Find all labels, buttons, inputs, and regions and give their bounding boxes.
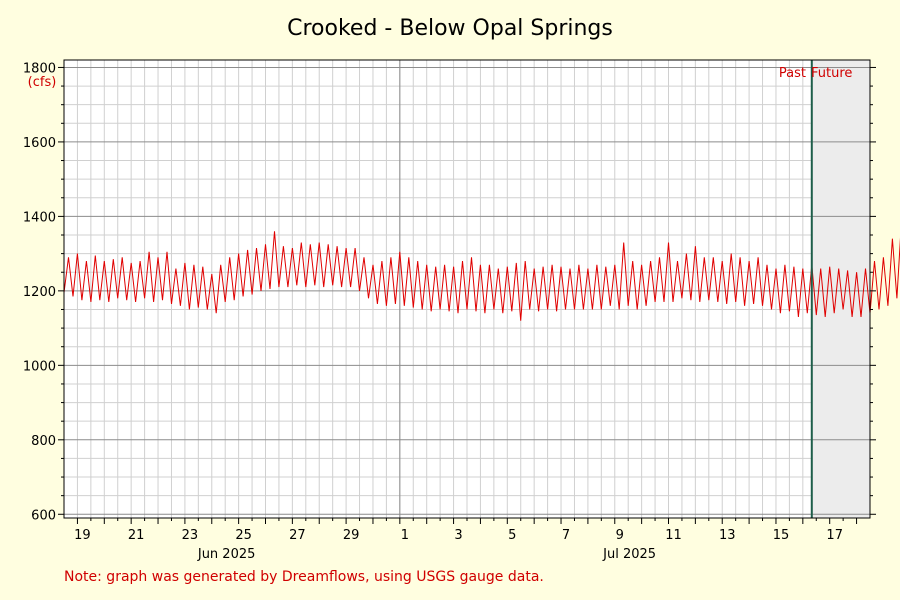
grid-major <box>64 60 870 518</box>
y-tick-label: 800 <box>31 434 56 449</box>
y-tick-label: 1600 <box>23 136 56 151</box>
x-tick-label: 27 <box>289 528 306 543</box>
x-tick-label: 1 <box>401 528 409 543</box>
x-tick-label: 19 <box>74 528 91 543</box>
flow-series-line <box>63 231 900 321</box>
month-label: Jul 2025 <box>602 547 656 562</box>
past-label: Past <box>779 66 806 81</box>
future-label: Future <box>811 66 852 81</box>
grid-minor <box>64 60 870 518</box>
x-tick-label: 13 <box>719 528 736 543</box>
month-label: Jun 2025 <box>197 547 256 562</box>
x-tick-label: 9 <box>616 528 624 543</box>
x-tick-label: 15 <box>773 528 790 543</box>
x-tick-label: 23 <box>182 528 199 543</box>
x-tick-label: 25 <box>235 528 252 543</box>
y-tick-label: 1800 <box>23 61 56 76</box>
x-tick-label: 5 <box>508 528 516 543</box>
chart-title: Crooked - Below Opal Springs <box>287 16 613 41</box>
x-tick-label: 17 <box>826 528 843 543</box>
x-tick-label: 3 <box>454 528 462 543</box>
x-tick-label: 7 <box>562 528 570 543</box>
x-tick-label: 11 <box>665 528 682 543</box>
y-tick-label: 1400 <box>23 210 56 225</box>
x-tick-label: 29 <box>343 528 360 543</box>
y-tick-label: 1000 <box>23 359 56 374</box>
x-tick-label: 21 <box>128 528 145 543</box>
y-tick-label: 1200 <box>23 285 56 300</box>
footer-note: Note: graph was generated by Dreamflows,… <box>64 569 544 585</box>
ticks-layer <box>58 66 876 524</box>
series-layer <box>63 231 900 321</box>
unit-label: (cfs) <box>28 75 57 90</box>
y-tick-label: 600 <box>31 508 56 523</box>
